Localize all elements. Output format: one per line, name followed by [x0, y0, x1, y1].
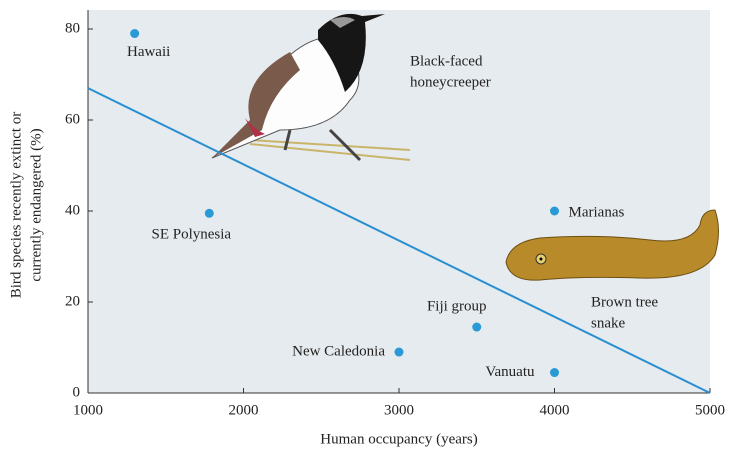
x-tick-label: 5000	[695, 402, 725, 418]
annotation: Black-faced	[410, 53, 483, 69]
x-tick-label: 4000	[540, 402, 570, 418]
point	[204, 208, 214, 218]
y-tick-label: 20	[65, 293, 80, 309]
y-tick-label: 0	[73, 384, 81, 400]
y-tick-label: 40	[65, 202, 80, 218]
annotation: snake	[591, 315, 625, 331]
snake-illustration	[505, 209, 719, 281]
annotation: Brown tree	[591, 294, 658, 310]
y-axis-label: currently endangered (%)	[28, 128, 44, 281]
x-tick-label: 1000	[73, 402, 103, 418]
point	[550, 368, 559, 378]
point-label: Vanuatu	[485, 364, 535, 380]
x-tick-label: 2000	[229, 402, 259, 418]
bird-illustration	[211, 13, 411, 162]
point-label: Hawaii	[127, 44, 170, 60]
x-tick-label: 3000	[384, 402, 414, 418]
annotation: honeycreeper	[410, 74, 491, 90]
point-label: SE Polynesia	[151, 227, 231, 243]
point-label: New Caledonia	[292, 343, 385, 359]
point-label: Fiji group	[427, 298, 487, 314]
point-label: Marianas	[569, 204, 625, 220]
x-axis-label: Human occupancy (years)	[320, 431, 477, 447]
plot-background	[88, 10, 710, 393]
y-tick-label: 60	[65, 111, 80, 127]
point	[394, 347, 404, 357]
point	[130, 29, 140, 39]
point	[550, 206, 559, 216]
point	[472, 322, 482, 332]
y-tick-label: 80	[65, 20, 80, 36]
y-axis-label: Bird species recently extinct or	[8, 112, 24, 299]
trend-line	[87, 87, 711, 394]
